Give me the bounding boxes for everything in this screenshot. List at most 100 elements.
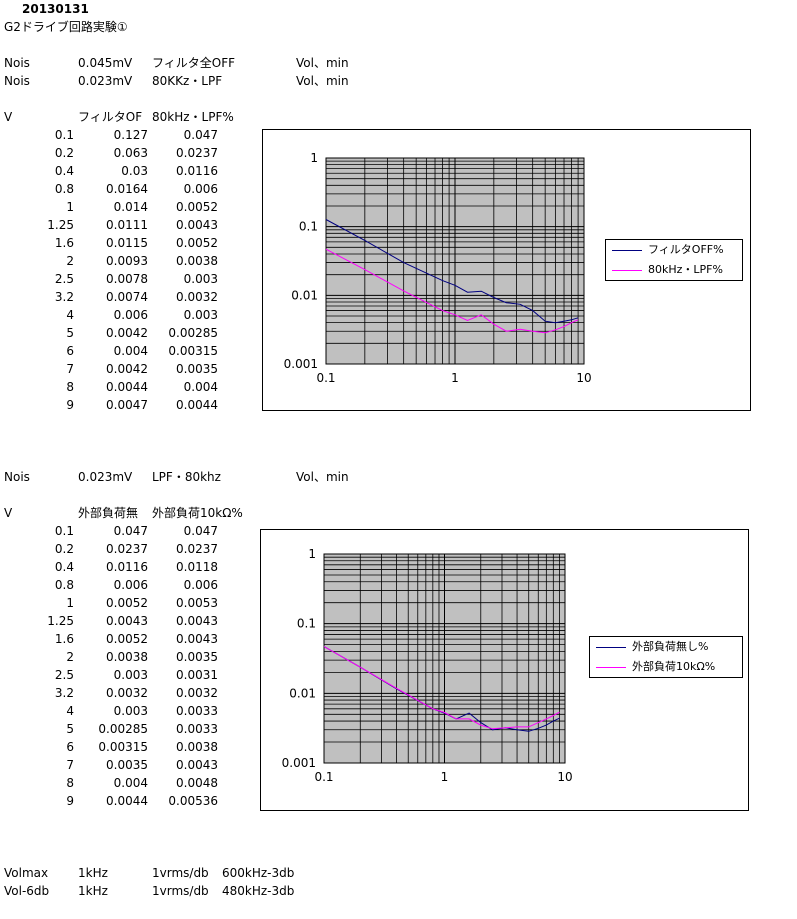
table1-cell[interactable]: 0.0111 — [106, 218, 148, 232]
table2-cell[interactable]: 0.0048 — [176, 776, 218, 790]
table2-cell[interactable]: 2 — [66, 650, 74, 664]
table2-cell[interactable]: 4 — [66, 704, 74, 718]
table1-cell[interactable]: 1.25 — [47, 218, 74, 232]
table1-cell[interactable]: 0.0044 — [176, 398, 218, 412]
table2-cell[interactable]: 0.004 — [113, 776, 148, 790]
noise-value-cell[interactable]: 0.045mV — [78, 56, 133, 70]
table2-cell[interactable]: 5 — [66, 722, 74, 736]
noise-value-cell[interactable]: 0.023mV — [78, 470, 133, 484]
table2-cell[interactable]: 0.4 — [54, 560, 74, 574]
table1-cell[interactable]: 1 — [66, 200, 74, 214]
table2-cell[interactable]: 0.0032 — [176, 686, 218, 700]
table1-cell[interactable]: 0.00315 — [168, 344, 218, 358]
noise-cond-cell[interactable]: Vol、min — [296, 470, 349, 484]
table1-cell[interactable]: 0.2 — [54, 146, 74, 160]
footer-freq-cell[interactable]: 1kHz — [78, 884, 108, 898]
table2-cell[interactable]: 0.0035 — [176, 650, 218, 664]
table1-cell[interactable]: 0.004 — [113, 344, 148, 358]
table2-cell[interactable]: 0.0043 — [176, 758, 218, 772]
table2-header-v[interactable]: V — [4, 506, 13, 520]
table1-cell[interactable]: 8 — [66, 380, 74, 394]
table2-cell[interactable]: 0.003 — [113, 704, 148, 718]
noise-cond-cell[interactable]: Vol、min — [296, 74, 349, 88]
noise-label-cell[interactable]: Nois — [4, 56, 30, 70]
table1-header-lpf[interactable]: 80kHz・LPF% — [152, 110, 234, 124]
table2-cell[interactable]: 0.8 — [54, 578, 74, 592]
table2-cell[interactable]: 0.0043 — [106, 614, 148, 628]
table1-cell[interactable]: 0.0116 — [176, 164, 218, 178]
table2-cell[interactable]: 0.0116 — [106, 560, 148, 574]
noise-value-cell[interactable]: 0.023mV — [78, 74, 133, 88]
table2-cell[interactable]: 8 — [66, 776, 74, 790]
table1-cell[interactable]: 9 — [66, 398, 74, 412]
table1-cell[interactable]: 0.004 — [183, 380, 218, 394]
table2-cell[interactable]: 1.6 — [54, 632, 74, 646]
table2-cell[interactable]: 0.0052 — [106, 596, 148, 610]
table2-cell[interactable]: 0.00285 — [98, 722, 148, 736]
table1-cell[interactable]: 0.0047 — [106, 398, 148, 412]
table2-header-noload[interactable]: 外部負荷無 — [78, 506, 139, 520]
table2-cell[interactable]: 7 — [66, 758, 74, 772]
footer-bw-cell[interactable]: 600kHz-3db — [222, 866, 295, 880]
table1-cell[interactable]: 0.0052 — [176, 236, 218, 250]
noise-cond-cell[interactable]: Vol、min — [296, 56, 349, 70]
table2-cell[interactable]: 0.2 — [54, 542, 74, 556]
table2-cell[interactable]: 0.00315 — [98, 740, 148, 754]
table2-cell[interactable]: 0.006 — [113, 578, 148, 592]
table2-cell[interactable]: 0.0033 — [176, 704, 218, 718]
table1-cell[interactable]: 0.003 — [183, 272, 218, 286]
table1-cell[interactable]: 0.8 — [54, 182, 74, 196]
table1-cell[interactable]: 0.0237 — [176, 146, 218, 160]
table2-cell[interactable]: 0.006 — [183, 578, 218, 592]
table2-cell[interactable]: 0.00536 — [168, 794, 218, 808]
table2-cell[interactable]: 6 — [66, 740, 74, 754]
table1-cell[interactable]: 0.127 — [113, 128, 148, 142]
table1-cell[interactable]: 2 — [66, 254, 74, 268]
table1-cell[interactable]: 0.0115 — [106, 236, 148, 250]
table2-cell[interactable]: 0.047 — [113, 524, 148, 538]
table2-cell[interactable]: 0.0237 — [106, 542, 148, 556]
noise-label-cell[interactable]: Nois — [4, 74, 30, 88]
table1-cell[interactable]: 0.047 — [183, 128, 218, 142]
table1-cell[interactable]: 0.0042 — [106, 326, 148, 340]
table1-cell[interactable]: 7 — [66, 362, 74, 376]
table2-cell[interactable]: 0.0053 — [176, 596, 218, 610]
table1-cell[interactable]: 0.0074 — [106, 290, 148, 304]
table1-header-filteroff[interactable]: フィルタOF — [78, 110, 143, 124]
noise-desc-cell[interactable]: 80KKz・LPF — [152, 74, 223, 88]
table2-cell[interactable]: 0.1 — [54, 524, 74, 538]
table1-cell[interactable]: 0.03 — [121, 164, 148, 178]
table2-cell[interactable]: 1.25 — [47, 614, 74, 628]
table1-header-v[interactable]: V — [4, 110, 13, 124]
table1-cell[interactable]: 0.0032 — [176, 290, 218, 304]
noise-label-cell[interactable]: Nois — [4, 470, 30, 484]
footer-bw-cell[interactable]: 480kHz-3db — [222, 884, 295, 898]
table2-cell[interactable]: 0.003 — [113, 668, 148, 682]
table1-cell[interactable]: 0.0078 — [106, 272, 148, 286]
footer-level-cell[interactable]: 1vrms/db — [152, 866, 209, 880]
table2-cell[interactable]: 0.0035 — [106, 758, 148, 772]
table1-cell[interactable]: 0.0093 — [106, 254, 148, 268]
table2-cell[interactable]: 0.0031 — [176, 668, 218, 682]
table2-cell[interactable]: 9 — [66, 794, 74, 808]
table2-cell[interactable]: 0.0032 — [106, 686, 148, 700]
table2-cell[interactable]: 0.0038 — [106, 650, 148, 664]
table2-cell[interactable]: 0.0038 — [176, 740, 218, 754]
table2-cell[interactable]: 2.5 — [54, 668, 74, 682]
table2-cell[interactable]: 0.0043 — [176, 614, 218, 628]
noise-desc-cell[interactable]: LPF・80khz — [152, 470, 221, 484]
table1-cell[interactable]: 0.006 — [113, 308, 148, 322]
table1-cell[interactable]: 0.0042 — [106, 362, 148, 376]
table1-cell[interactable]: 3.2 — [54, 290, 74, 304]
footer-label-cell[interactable]: Vol-6db — [4, 884, 50, 898]
table1-cell[interactable]: 0.006 — [183, 182, 218, 196]
table1-cell[interactable]: 0.003 — [183, 308, 218, 322]
table2-cell[interactable]: 0.0033 — [176, 722, 218, 736]
table1-cell[interactable]: 0.0052 — [176, 200, 218, 214]
table2-cell[interactable]: 3.2 — [54, 686, 74, 700]
chart-1[interactable]: 0.1 1 10 0.001 0.01 0.1 1 フィルタOFF% 80kHz・LPF% — [262, 129, 751, 411]
footer-level-cell[interactable]: 1vrms/db — [152, 884, 209, 898]
table2-cell[interactable]: 0.0237 — [176, 542, 218, 556]
date-cell[interactable]: 20130131 — [22, 2, 89, 16]
table1-cell[interactable]: 4 — [66, 308, 74, 322]
